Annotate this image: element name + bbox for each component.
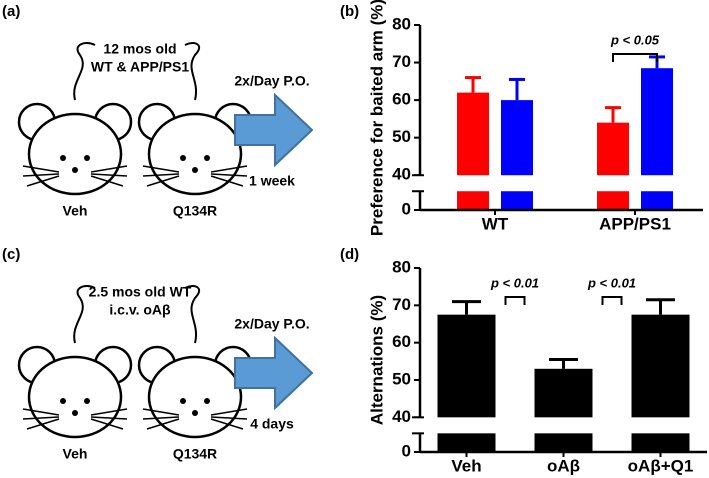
bar [534,368,593,452]
y-tick-label: 0 [402,441,411,460]
diagram-a: (a) 12 mos old WT & APP/PS1 Veh Q134R 2x… [2,3,314,219]
y-tick-label: 70 [392,52,411,71]
y-tick-label: 40 [392,407,411,426]
panel-label: (b) [340,3,359,20]
dosing: 2x/Day P.O. [234,73,309,89]
bar [457,92,489,210]
age: 2.5 mos old WT [89,284,192,300]
mouse [19,104,131,194]
arrow [234,92,314,168]
tail [184,42,201,101]
mouse-label: Q134R [173,203,217,219]
diagram-c: (c) 2.5 mos old WT i.c.v. oAβ Veh Q134R … [2,246,314,462]
y-axis-label: Preference for baited arm (%) [367,0,386,236]
significance-label: p < 0.01 [587,275,636,290]
mouse [19,347,131,437]
axis-break [412,175,705,192]
y-tick-label: 50 [392,127,411,146]
significance-bracket [601,296,623,305]
mouse-label: Veh [63,203,88,219]
y-axis-label: Alternations (%) [367,295,386,425]
y-tick-label: 60 [392,332,411,351]
significance-label: p < 0.01 [490,275,539,290]
chart: (b) Preference for baited arm (%) 0 40 50 60 7… [340,0,705,236]
group: WT & APP/PS1 [91,59,189,75]
y-tick-label: 70 [392,295,411,314]
duration: 1 week [249,173,295,189]
bar [597,122,629,210]
bar [501,100,533,210]
x-tick-label: oAβ+Q1 [628,456,694,475]
panel-label: (a) [2,3,20,20]
significance-bracket [504,296,526,305]
duration: 4 days [250,416,294,432]
y-tick-label: 0 [402,199,411,218]
x-tick-label: Veh [451,456,481,475]
y-tick-label: 60 [392,90,411,109]
y-tick-label: 40 [392,165,411,184]
tail [73,42,96,101]
chart: (d) Alternations (%) 0 40 50 60 70 80 Veh oAβ oAβ+… [340,246,709,475]
mouse-label: Q134R [173,446,217,462]
x-tick-label: oAβ [547,456,580,475]
arrow [234,335,314,411]
group: i.c.v. oAβ [109,302,171,318]
mouse-label: Veh [63,446,88,462]
tail [184,285,201,344]
x-tick-label: APP/PS1 [599,214,671,233]
significance-label: p < 0.05 [610,32,660,47]
panel-label: (d) [340,246,359,263]
significance-bracket [612,53,658,62]
axis-break [412,417,709,434]
x-tick-label: WT [482,214,509,233]
y-tick-label: 80 [392,14,411,33]
dosing: 2x/Day P.O. [234,316,309,332]
age: 12 mos old [103,41,176,57]
y-tick-label: 80 [392,257,411,276]
y-tick-label: 50 [392,369,411,388]
tail [73,285,96,344]
panel-label: (c) [2,246,20,263]
